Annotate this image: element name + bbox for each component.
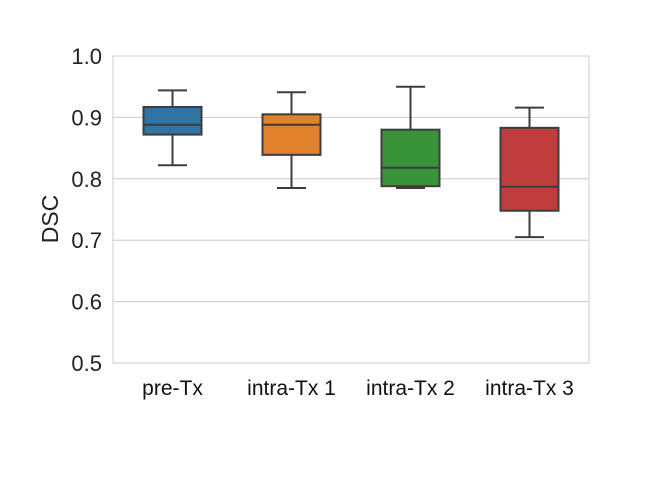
box-series (142, 85, 560, 239)
box-1 (142, 89, 203, 167)
y-tick-labels: 0.5 0.6 0.7 0.8 0.9 1.0 (71, 44, 102, 376)
box-2 (261, 91, 322, 190)
iqr-box (261, 113, 322, 156)
y-tick-label: 0.6 (71, 290, 102, 315)
y-tick-label: 1.0 (71, 44, 102, 69)
box-3 (380, 85, 441, 190)
y-tick-label: 0.9 (71, 105, 102, 130)
x-tick-label: intra-Tx 3 (485, 377, 574, 400)
box-4 (499, 106, 560, 239)
x-tick-label: pre-Tx (142, 377, 203, 400)
iqr-box (142, 105, 203, 136)
y-axis-label: DSC (37, 195, 63, 244)
plot-frame (112, 55, 590, 364)
x-tick-label: intra-Tx 1 (247, 377, 336, 400)
x-tick-label: intra-Tx 2 (366, 377, 455, 400)
y-tick-label: 0.7 (71, 228, 102, 253)
iqr-box (499, 126, 560, 212)
y-tick-label: 0.5 (71, 351, 102, 376)
iqr-box (380, 128, 441, 188)
x-tick-labels: pre-Tx intra-Tx 1 intra-Tx 2 intra-Tx 3 (142, 377, 574, 400)
y-tick-label: 0.8 (71, 167, 102, 192)
